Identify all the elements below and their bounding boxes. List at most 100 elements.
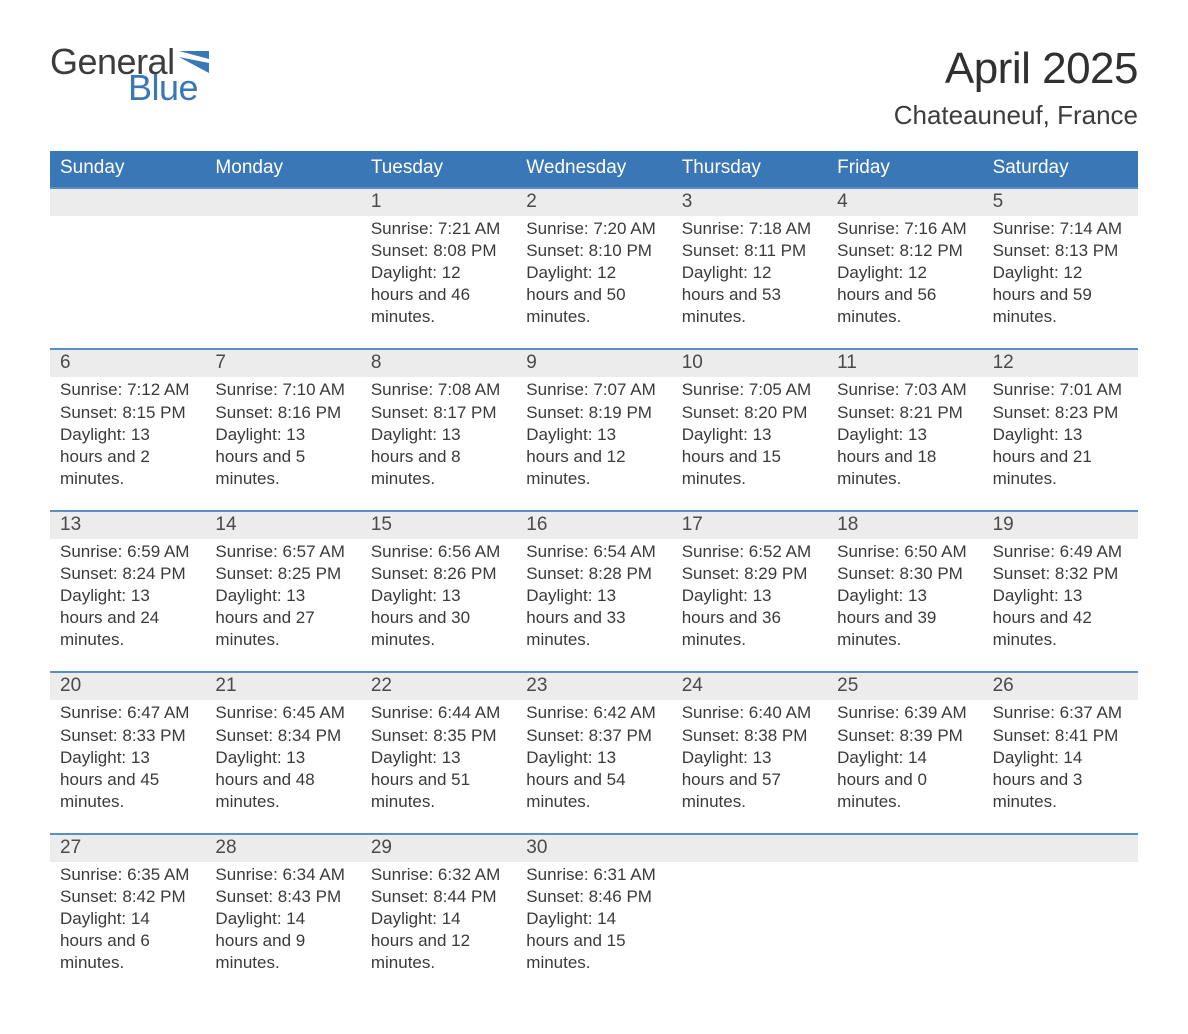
day-detail: Sunrise: 6:54 AMSunset: 8:28 PMDaylight:… (516, 539, 671, 671)
day-number: 9 (516, 350, 671, 377)
day-of-week-header: Thursday (672, 151, 827, 187)
day-detail-row: Sunrise: 6:59 AMSunset: 8:24 PMDaylight:… (50, 539, 1138, 671)
sunrise-text: Sunrise: 7:01 AM (993, 379, 1128, 401)
sunrise-text: Sunrise: 6:31 AM (526, 864, 661, 886)
sunrise-text: Sunrise: 7:18 AM (682, 218, 817, 240)
daylight-text: Daylight: 13 hours and 54 minutes. (526, 747, 661, 813)
day-detail: Sunrise: 7:03 AMSunset: 8:21 PMDaylight:… (827, 377, 982, 509)
weeks-container: 12345Sunrise: 7:21 AMSunset: 8:08 PMDayl… (50, 187, 1138, 994)
daylight-text: Daylight: 13 hours and 21 minutes. (993, 424, 1128, 490)
sunrise-text: Sunrise: 6:35 AM (60, 864, 195, 886)
sunset-text: Sunset: 8:13 PM (993, 240, 1128, 262)
day-detail (827, 862, 982, 994)
daylight-text: Daylight: 13 hours and 2 minutes. (60, 424, 195, 490)
day-number: 26 (983, 673, 1138, 700)
day-of-week-header: Friday (827, 151, 982, 187)
daylight-text: Daylight: 13 hours and 51 minutes. (371, 747, 506, 813)
header: General Blue April 2025 Chateauneuf, Fra… (50, 44, 1138, 131)
sunrise-text: Sunrise: 7:05 AM (682, 379, 817, 401)
day-number: 12 (983, 350, 1138, 377)
sunrise-text: Sunrise: 6:40 AM (682, 702, 817, 724)
day-detail: Sunrise: 6:49 AMSunset: 8:32 PMDaylight:… (983, 539, 1138, 671)
sunrise-text: Sunrise: 6:59 AM (60, 541, 195, 563)
sunset-text: Sunset: 8:10 PM (526, 240, 661, 262)
sunrise-text: Sunrise: 7:07 AM (526, 379, 661, 401)
daylight-text: Daylight: 12 hours and 59 minutes. (993, 262, 1128, 328)
day-detail: Sunrise: 6:35 AMSunset: 8:42 PMDaylight:… (50, 862, 205, 994)
day-number: 1 (361, 189, 516, 216)
sunset-text: Sunset: 8:16 PM (215, 402, 350, 424)
daylight-text: Daylight: 12 hours and 46 minutes. (371, 262, 506, 328)
day-detail: Sunrise: 6:39 AMSunset: 8:39 PMDaylight:… (827, 700, 982, 832)
daylight-text: Daylight: 14 hours and 3 minutes. (993, 747, 1128, 813)
sunset-text: Sunset: 8:33 PM (60, 725, 195, 747)
sunrise-text: Sunrise: 7:14 AM (993, 218, 1128, 240)
day-detail: Sunrise: 6:31 AMSunset: 8:46 PMDaylight:… (516, 862, 671, 994)
sunrise-text: Sunrise: 6:34 AM (215, 864, 350, 886)
day-detail: Sunrise: 6:47 AMSunset: 8:33 PMDaylight:… (50, 700, 205, 832)
daylight-text: Daylight: 13 hours and 5 minutes. (215, 424, 350, 490)
day-number: 30 (516, 835, 671, 862)
sunset-text: Sunset: 8:38 PM (682, 725, 817, 747)
day-number: 18 (827, 512, 982, 539)
day-detail (205, 216, 360, 348)
day-detail-row: Sunrise: 6:35 AMSunset: 8:42 PMDaylight:… (50, 862, 1138, 994)
daylight-text: Daylight: 14 hours and 6 minutes. (60, 908, 195, 974)
week: 13141516171819Sunrise: 6:59 AMSunset: 8:… (50, 510, 1138, 671)
day-detail: Sunrise: 7:05 AMSunset: 8:20 PMDaylight:… (672, 377, 827, 509)
daylight-text: Daylight: 13 hours and 18 minutes. (837, 424, 972, 490)
day-number: 24 (672, 673, 827, 700)
day-number: 6 (50, 350, 205, 377)
day-number-row: 13141516171819 (50, 512, 1138, 539)
day-detail (983, 862, 1138, 994)
month-title: April 2025 (894, 44, 1138, 94)
daylight-text: Daylight: 13 hours and 33 minutes. (526, 585, 661, 651)
page: General Blue April 2025 Chateauneuf, Fra… (0, 0, 1188, 1034)
sunset-text: Sunset: 8:35 PM (371, 725, 506, 747)
day-number (983, 835, 1138, 862)
daylight-text: Daylight: 13 hours and 57 minutes. (682, 747, 817, 813)
calendar: SundayMondayTuesdayWednesdayThursdayFrid… (50, 151, 1138, 994)
day-detail-row: Sunrise: 7:21 AMSunset: 8:08 PMDaylight:… (50, 216, 1138, 348)
sunrise-text: Sunrise: 6:44 AM (371, 702, 506, 724)
day-detail: Sunrise: 7:14 AMSunset: 8:13 PMDaylight:… (983, 216, 1138, 348)
day-of-week-header: Sunday (50, 151, 205, 187)
day-detail: Sunrise: 7:21 AMSunset: 8:08 PMDaylight:… (361, 216, 516, 348)
day-number: 19 (983, 512, 1138, 539)
sunrise-text: Sunrise: 6:56 AM (371, 541, 506, 563)
daylight-text: Daylight: 12 hours and 56 minutes. (837, 262, 972, 328)
day-number: 16 (516, 512, 671, 539)
sunrise-text: Sunrise: 7:21 AM (371, 218, 506, 240)
title-block: April 2025 Chateauneuf, France (894, 44, 1138, 131)
sunrise-text: Sunrise: 6:57 AM (215, 541, 350, 563)
sunset-text: Sunset: 8:15 PM (60, 402, 195, 424)
day-number: 23 (516, 673, 671, 700)
week: 27282930Sunrise: 6:35 AMSunset: 8:42 PMD… (50, 833, 1138, 994)
sunset-text: Sunset: 8:44 PM (371, 886, 506, 908)
sunrise-text: Sunrise: 7:03 AM (837, 379, 972, 401)
daylight-text: Daylight: 13 hours and 30 minutes. (371, 585, 506, 651)
day-number-row: 12345 (50, 189, 1138, 216)
day-number-row: 6789101112 (50, 350, 1138, 377)
day-number: 5 (983, 189, 1138, 216)
day-detail: Sunrise: 7:20 AMSunset: 8:10 PMDaylight:… (516, 216, 671, 348)
sunset-text: Sunset: 8:32 PM (993, 563, 1128, 585)
day-number-row: 20212223242526 (50, 673, 1138, 700)
daylight-text: Daylight: 14 hours and 9 minutes. (215, 908, 350, 974)
sunset-text: Sunset: 8:26 PM (371, 563, 506, 585)
sunrise-text: Sunrise: 6:47 AM (60, 702, 195, 724)
day-detail: Sunrise: 7:16 AMSunset: 8:12 PMDaylight:… (827, 216, 982, 348)
daylight-text: Daylight: 13 hours and 42 minutes. (993, 585, 1128, 651)
sunset-text: Sunset: 8:23 PM (993, 402, 1128, 424)
day-number: 22 (361, 673, 516, 700)
day-number: 14 (205, 512, 360, 539)
sunrise-text: Sunrise: 7:08 AM (371, 379, 506, 401)
daylight-text: Daylight: 13 hours and 15 minutes. (682, 424, 817, 490)
day-detail: Sunrise: 7:08 AMSunset: 8:17 PMDaylight:… (361, 377, 516, 509)
location-label: Chateauneuf, France (894, 100, 1138, 131)
sunrise-text: Sunrise: 6:39 AM (837, 702, 972, 724)
day-number: 4 (827, 189, 982, 216)
sunset-text: Sunset: 8:42 PM (60, 886, 195, 908)
daylight-text: Daylight: 13 hours and 27 minutes. (215, 585, 350, 651)
day-number: 11 (827, 350, 982, 377)
